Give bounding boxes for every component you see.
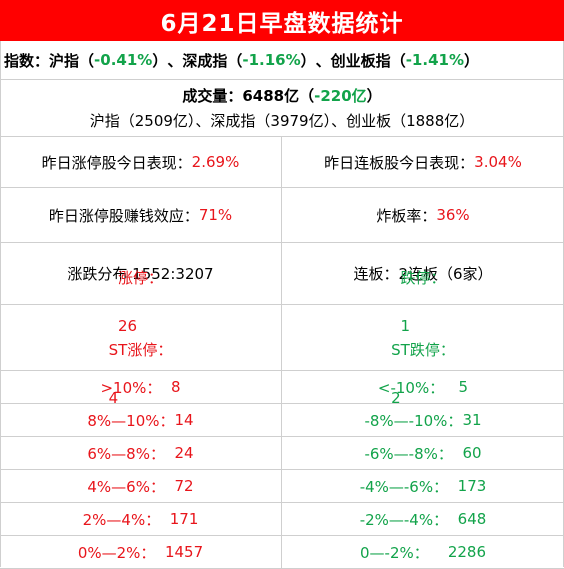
row-value: 4 xyxy=(108,388,119,407)
row-label: 跌停： xyxy=(400,268,446,287)
st-limit-down-line: ST跌停： 2 xyxy=(391,338,455,410)
row-label: -8%—-10%： xyxy=(364,411,463,430)
range-right-cell: 0—-2%： 2286 xyxy=(282,536,564,568)
range-row: >10%： 8 <-10%： 5 xyxy=(0,371,564,404)
separator: 、 xyxy=(315,51,331,70)
index-cy-name: 创业板指 xyxy=(330,51,391,70)
range-row: 6%—8%： 24 -6%—-8%： 60 xyxy=(0,437,564,470)
perf-row: 昨日涨停股今日表现： 2.69% 昨日连板股今日表现： 3.04% xyxy=(0,137,564,188)
range-row: 4%—6%： 72 -4%—-6%： 173 xyxy=(0,470,564,503)
row-value: 173 xyxy=(457,477,487,495)
blowup-cell: 炸板率： 36% xyxy=(282,188,564,242)
row-label: ST涨停： xyxy=(108,340,173,359)
limit-down-cell: 跌停： 1 ST跌停： 2 xyxy=(282,269,564,407)
range-right-cell: <-10%： 5 xyxy=(282,371,564,403)
row-value: 14 xyxy=(174,411,194,429)
money-effect-value: 71% xyxy=(198,206,233,224)
volume-label: 成交量：6488亿（ xyxy=(182,87,315,105)
volume-close: ） xyxy=(366,87,382,105)
row-label: 4%—6%： xyxy=(87,477,165,496)
paren: （ xyxy=(227,51,243,70)
range-left-cell: 2%—4%： 171 xyxy=(0,503,282,535)
row-label: 0—-2%： xyxy=(359,543,429,562)
consecutive-boards-cell: 连板：2连板（6家） xyxy=(353,265,493,283)
limit-row: 涨停： 26 ST涨停： 4 跌停： 1 ST跌停： 2 xyxy=(0,269,564,407)
volume-change: -220亿 xyxy=(314,87,367,105)
range-left-cell: >10%： 8 xyxy=(0,371,282,403)
index-row: 指数： 沪指 （ -0.41% ） 、 深成指 （ -1.16% ） 、 创业板… xyxy=(0,41,564,80)
distribution-row: 涨跌分布 1552:3207 连板：2连板（6家） xyxy=(0,243,564,305)
money-effect-label: 昨日涨停股赚钱效应： xyxy=(48,206,199,225)
range-row: 8%—10%： 14 -8%—-10%： 31 xyxy=(0,404,564,437)
sheet-title: 6月21日早盘数据统计 xyxy=(0,0,564,41)
index-sh-value: -0.41% xyxy=(94,51,153,69)
range-left-cell: 6%—8%： 24 xyxy=(0,437,282,469)
row-label: <-10%： xyxy=(377,378,445,397)
row-label: >10%： xyxy=(100,378,162,397)
limit-up-line: 涨停： 26 xyxy=(118,266,163,338)
limitup-perf-label: 昨日涨停股今日表现： xyxy=(41,153,192,172)
volume-detail: 沪指（2509亿）、深成指（3979亿）、创业板（1888亿） xyxy=(89,112,475,130)
row-label: 2%—4%： xyxy=(82,510,161,529)
limitup-perf-cell: 昨日涨停股今日表现： 2.69% xyxy=(0,137,282,187)
consecutive-perf-label: 昨日连板股今日表现： xyxy=(324,153,475,172)
row-value: 1457 xyxy=(164,543,204,561)
paren: （ xyxy=(390,51,406,70)
row-value: 60 xyxy=(462,444,482,462)
row-value: 8 xyxy=(170,378,181,396)
row-label: -4%—-6%： xyxy=(359,477,449,496)
index-sh-name: 沪指 xyxy=(49,51,80,70)
index-sz-value: -1.16% xyxy=(242,51,301,69)
row-label: 0%—2%： xyxy=(77,543,156,562)
row-value: 2 xyxy=(391,388,401,407)
range-right-cell: -2%—-4%： 648 xyxy=(282,503,564,535)
range-right-cell: -8%—-10%： 31 xyxy=(282,404,564,436)
row-value: 2286 xyxy=(447,543,487,561)
effect-row: 昨日涨停股赚钱效应： 71% 炸板率： 36% xyxy=(0,188,564,243)
limit-up-cell: 涨停： 26 ST涨停： 4 xyxy=(0,269,282,407)
money-effect-cell: 昨日涨停股赚钱效应： 71% xyxy=(0,188,282,242)
row-label: -2%—-4%： xyxy=(359,510,449,529)
row-value: 648 xyxy=(457,510,487,528)
st-limit-up-line: ST涨停： 4 xyxy=(109,338,173,410)
row-value: 31 xyxy=(462,411,482,429)
row-label: ST跌停： xyxy=(391,340,455,359)
row-value: 26 xyxy=(117,316,138,335)
row-value: 171 xyxy=(169,510,199,528)
row-label: 涨停： xyxy=(117,268,163,287)
range-row: 2%—4%： 171 -2%—-4%： 648 xyxy=(0,503,564,536)
range-right-cell: -4%—-6%： 173 xyxy=(282,470,564,502)
volume-row: 成交量：6488亿（-220亿） 沪指（2509亿）、深成指（3979亿）、创业… xyxy=(0,80,564,137)
row-value: 5 xyxy=(458,378,469,396)
range-left-cell: 4%—6%： 72 xyxy=(0,470,282,502)
paren: ） xyxy=(300,51,316,70)
index-cy-value: -1.41% xyxy=(405,51,464,69)
paren: ） xyxy=(152,51,168,70)
row-value: 72 xyxy=(174,477,194,495)
distribution-cell: 涨跌分布 1552:3207 xyxy=(0,243,282,304)
range-left-cell: 0%—2%： 1457 xyxy=(0,536,282,568)
volume-summary: 成交量：6488亿（-220亿） xyxy=(0,80,564,106)
consecutive-perf-value: 3.04% xyxy=(474,153,522,171)
consecutive-perf-cell: 昨日连板股今日表现： 3.04% xyxy=(282,137,564,187)
limitup-perf-value: 2.69% xyxy=(191,153,240,171)
blowup-label: 炸板率： xyxy=(376,206,437,225)
row-label: -6%—-8%： xyxy=(364,444,453,463)
paren: （ xyxy=(79,51,95,70)
index-sz-name: 深成指 xyxy=(182,51,228,70)
row-value: 24 xyxy=(174,444,194,462)
range-right-cell: -6%—-8%： 60 xyxy=(282,437,564,469)
blowup-value: 36% xyxy=(436,206,470,224)
row-value: 1 xyxy=(400,316,411,335)
separator: 、 xyxy=(167,51,183,70)
range-row: 0%—2%： 1457 0—-2%： 2286 xyxy=(0,536,564,569)
limit-down-line: 跌停： 1 xyxy=(400,266,445,338)
index-label: 指数： xyxy=(4,51,50,70)
row-label: 6%—8%： xyxy=(87,444,165,463)
range-left-cell: 8%—10%： 14 xyxy=(0,404,282,436)
row-label: 8%—10%： xyxy=(87,411,175,430)
paren: ） xyxy=(463,51,479,70)
